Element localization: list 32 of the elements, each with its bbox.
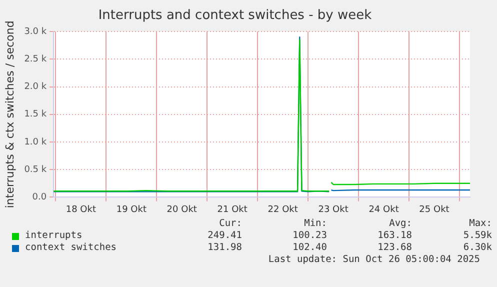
y-tick-label: 0.5 k	[24, 164, 48, 175]
text: 163.18	[376, 230, 412, 242]
y-tick-label: 2.5 k	[24, 54, 48, 65]
text: Avg:	[388, 218, 412, 230]
legend-label: interrupts	[25, 230, 82, 242]
text: Max:	[468, 218, 492, 230]
x-tick-label: 22 Okt	[268, 204, 298, 215]
y-tick-label: 3.0 k	[24, 26, 48, 37]
legend-label: context switches	[25, 242, 117, 254]
text: Cur:	[218, 218, 242, 230]
y-tick-label: 2.0 k	[24, 82, 48, 92]
y-axis-title: interrupts & ctx switches / second	[3, 20, 16, 208]
y-tick-label: 1.0 k	[24, 137, 48, 148]
text: 5.59k	[462, 230, 492, 242]
x-tick-label: 18 Okt	[66, 204, 96, 215]
y-tick-label: 1.5 k	[24, 110, 48, 120]
text: 6.30k	[462, 242, 492, 254]
x-tick-label: 25 Okt	[419, 204, 450, 215]
x-tick-label: 23 Okt	[318, 204, 349, 215]
text: Min:	[303, 218, 327, 230]
x-tick-label: 20 Okt	[166, 204, 198, 215]
text: 102.40	[292, 242, 327, 254]
y-tick-label: 0.0	[32, 192, 47, 203]
x-tick-label: 24 Okt	[368, 204, 400, 215]
text: Last update: Sun Oct 26 05:00:04 2025	[267, 254, 480, 266]
text: 131.98	[206, 242, 242, 254]
text: 123.68	[376, 242, 412, 254]
chart-title: Interrupts and context switches - by week	[98, 8, 372, 24]
x-tick-label: 21 Okt	[217, 204, 248, 215]
x-tick-label: 19 Okt	[116, 204, 147, 215]
text: 249.41	[206, 230, 242, 242]
text: 100.23	[292, 230, 327, 242]
